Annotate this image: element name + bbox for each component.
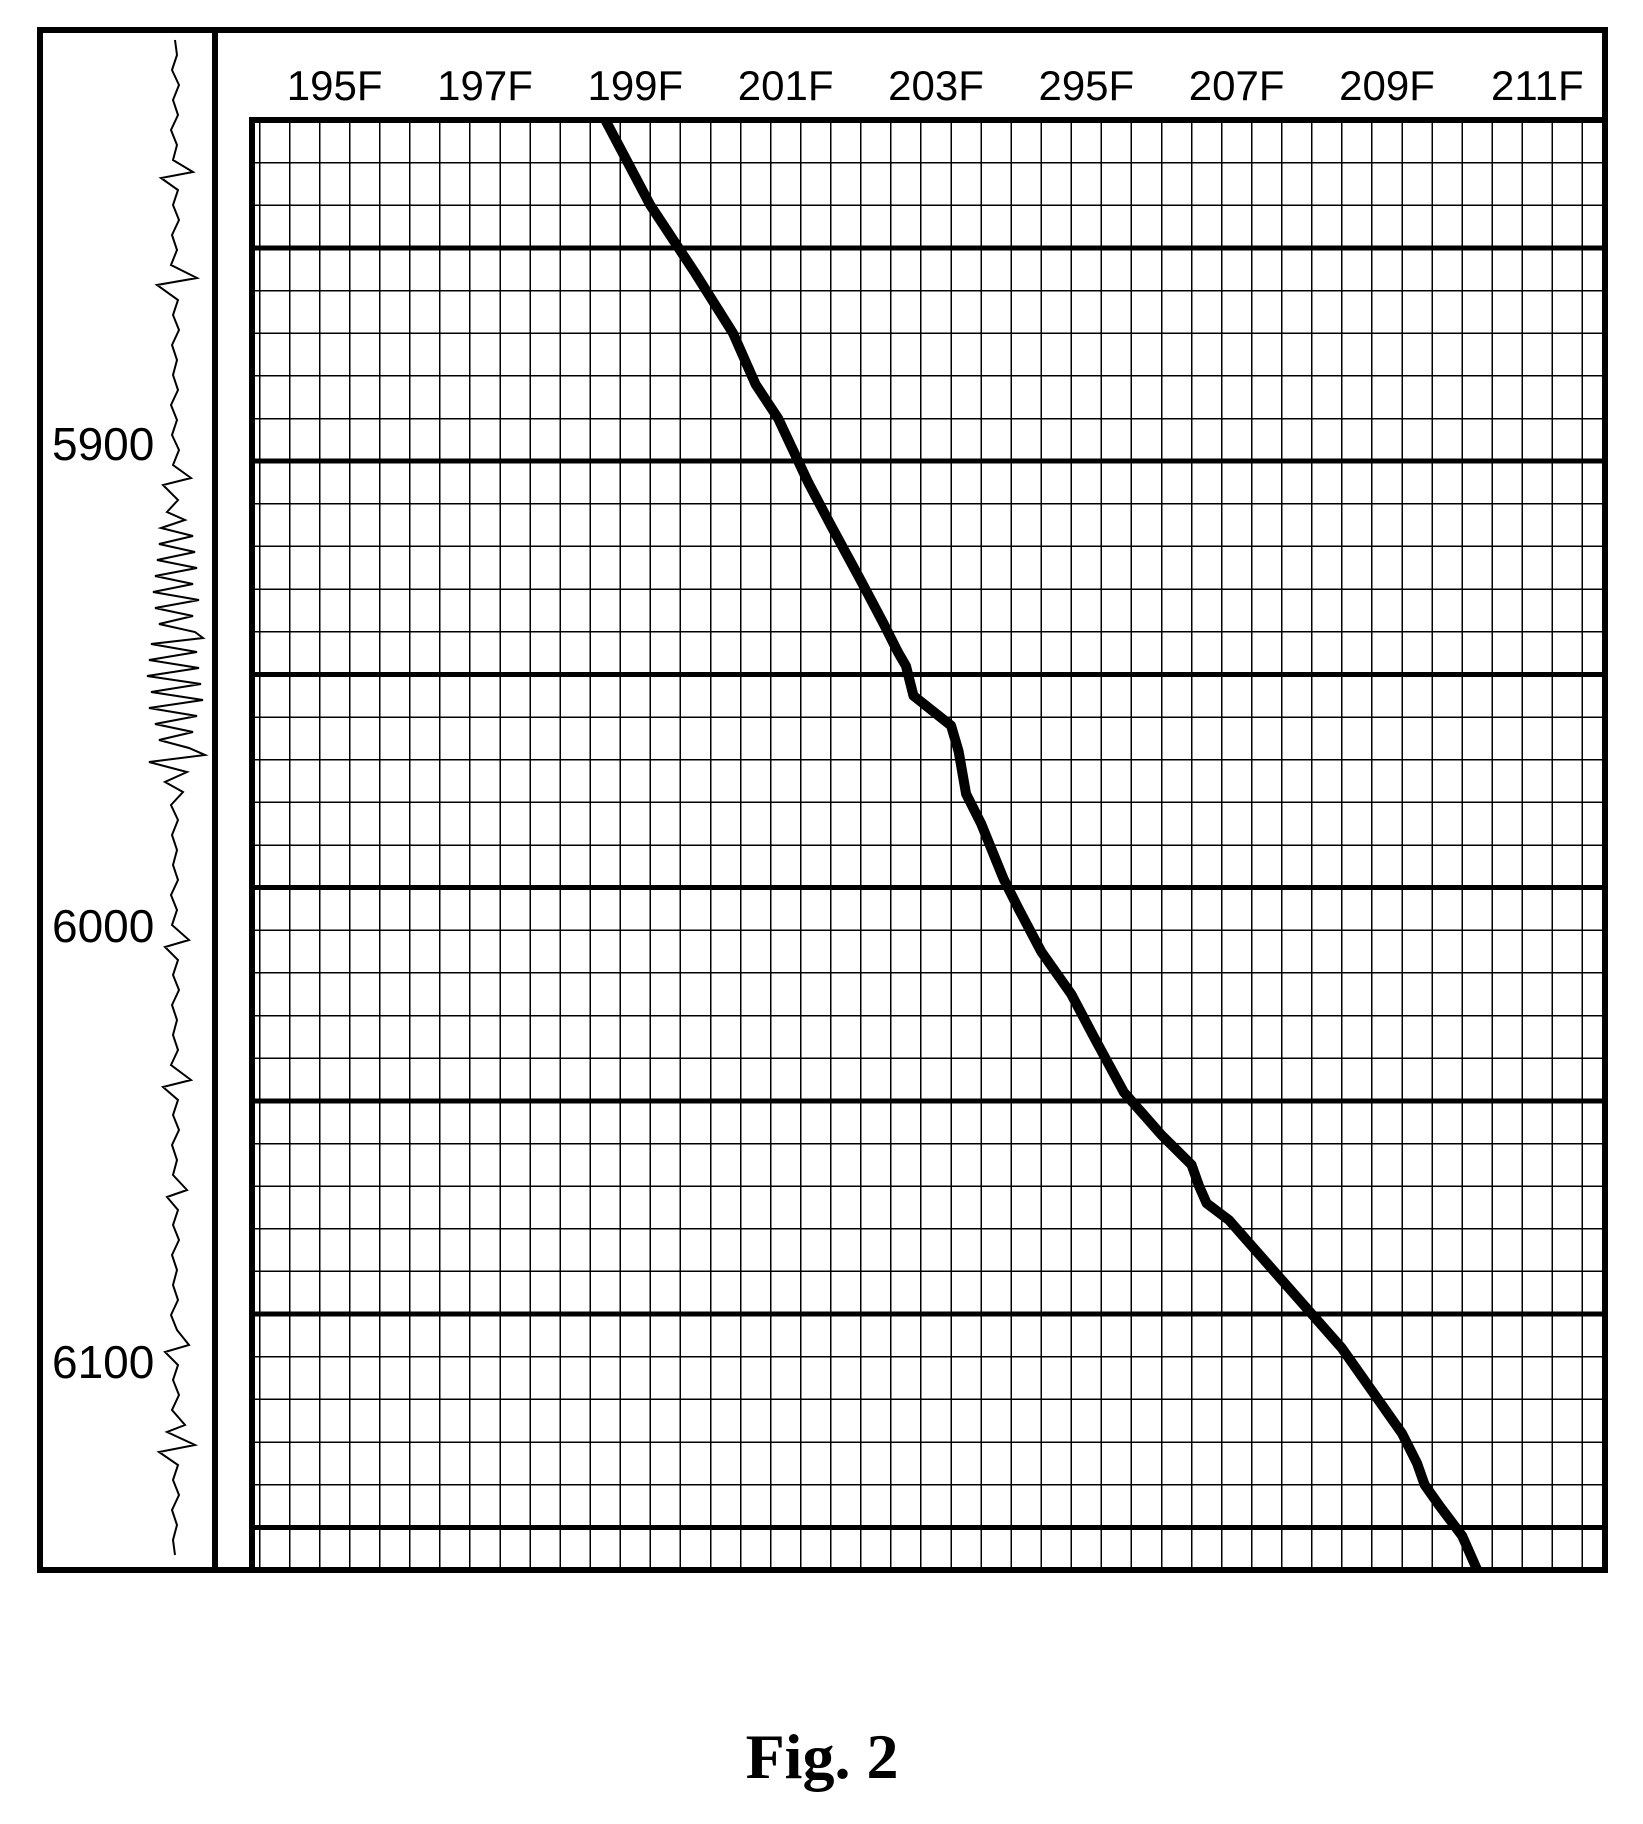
temperature-axis-label: 201F bbox=[736, 62, 836, 110]
temperature-axis-label: 207F bbox=[1187, 62, 1287, 110]
temperature-axis-label: 211F bbox=[1487, 62, 1587, 110]
figure-container: 5900 6000 6100 195F 197F 199F 201F 203F 295F 207F… bbox=[0, 0, 1643, 1824]
temperature-axis-label: 203F bbox=[886, 62, 986, 110]
chart-svg bbox=[0, 0, 1643, 1824]
temperature-axis-label: 195F bbox=[285, 62, 385, 110]
temperature-axis-label: 295F bbox=[1036, 62, 1136, 110]
temperature-axis-label: 209F bbox=[1337, 62, 1437, 110]
figure-caption: Fig. 2 bbox=[692, 1720, 952, 1794]
depth-axis-label: 6100 bbox=[52, 1335, 154, 1389]
depth-axis-label: 5900 bbox=[52, 417, 154, 471]
depth-axis-label: 6000 bbox=[52, 899, 154, 953]
temperature-axis-label: 199F bbox=[585, 62, 685, 110]
temperature-axis-label: 197F bbox=[435, 62, 535, 110]
